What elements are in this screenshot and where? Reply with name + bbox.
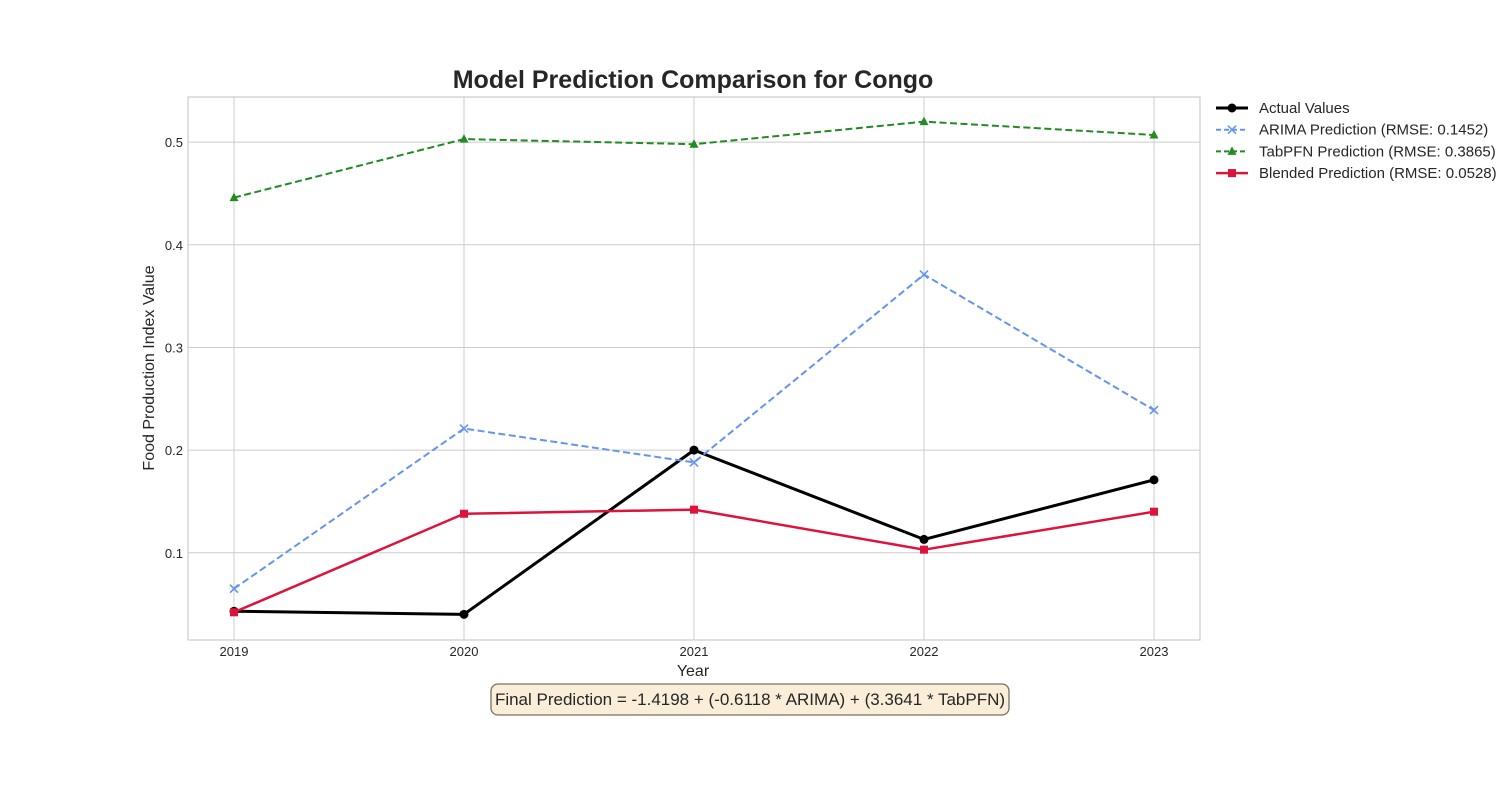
legend-item: TabPFN Prediction (RMSE: 0.3865) (1216, 143, 1496, 160)
legend-item: ARIMA Prediction (RMSE: 0.1452) (1216, 122, 1488, 139)
data-point (689, 139, 699, 148)
legend-label: Blended Prediction (RMSE: 0.0528) (1259, 165, 1497, 182)
legend-label: Actual Values (1259, 100, 1350, 117)
y-tick-label: 0.1 (165, 546, 183, 561)
x-axis-label: Year (677, 663, 710, 680)
data-point (229, 584, 239, 594)
x-tick-label: 2019 (220, 644, 249, 659)
plot-frame (187, 96, 1201, 641)
y-tick-label: 0.3 (165, 340, 183, 355)
data-point (459, 609, 469, 619)
formula-annotation: Final Prediction = -1.4198 + (-0.6118 * … (495, 690, 1005, 709)
data-point (1149, 405, 1159, 415)
data-point (1150, 507, 1158, 516)
y-tick-label: 0.5 (165, 135, 183, 150)
data-point (459, 423, 469, 434)
legend-marker (1227, 146, 1237, 155)
data-point (460, 509, 468, 518)
legend-item: Blended Prediction (RMSE: 0.0528) (1216, 165, 1497, 182)
data-point (229, 192, 239, 202)
x-tick-label: 2023 (1140, 644, 1169, 659)
x-tick-label: 2020 (450, 644, 479, 659)
legend-marker (1227, 103, 1237, 113)
data-point (919, 116, 929, 126)
data-point (689, 445, 699, 455)
data-point (919, 534, 929, 544)
series-line (233, 273, 1155, 590)
x-axis-ticks: 2019 2020 2021 2022 2023 (220, 644, 1169, 659)
data-point (230, 608, 238, 617)
legend-marker (1228, 169, 1236, 178)
y-axis-label: Food Production Index Value (141, 265, 158, 470)
y-tick-label: 0.4 (165, 238, 183, 253)
series-1 (229, 270, 1159, 594)
legend-marker (1227, 125, 1237, 135)
y-tick-label: 0.2 (165, 443, 183, 458)
data-point (919, 270, 929, 280)
legend-label: ARIMA Prediction (RMSE: 0.1452) (1259, 122, 1488, 139)
data-point (920, 545, 928, 554)
x-tick-label: 2021 (680, 644, 709, 659)
data-point (1149, 129, 1159, 139)
data-point (689, 457, 699, 467)
series-group (229, 116, 1159, 619)
data-point (690, 505, 698, 514)
legend: Actual Values ARIMA Prediction (RMSE: 0.1… (1216, 100, 1497, 182)
formula-box: Final Prediction = -1.4198 + (-0.6118 * … (490, 683, 1010, 716)
data-point (1149, 475, 1159, 485)
legend-label: TabPFN Prediction (RMSE: 0.3865) (1259, 143, 1496, 160)
legend-item: Actual Values (1216, 100, 1350, 117)
series-3 (230, 505, 1158, 617)
x-tick-label: 2022 (910, 644, 939, 659)
data-point (459, 134, 469, 143)
y-axis-ticks: 0.1 0.2 0.3 0.4 0.5 (165, 135, 183, 561)
chart-title: Model Prediction Comparison for Congo (453, 66, 934, 94)
series-2 (229, 116, 1159, 202)
